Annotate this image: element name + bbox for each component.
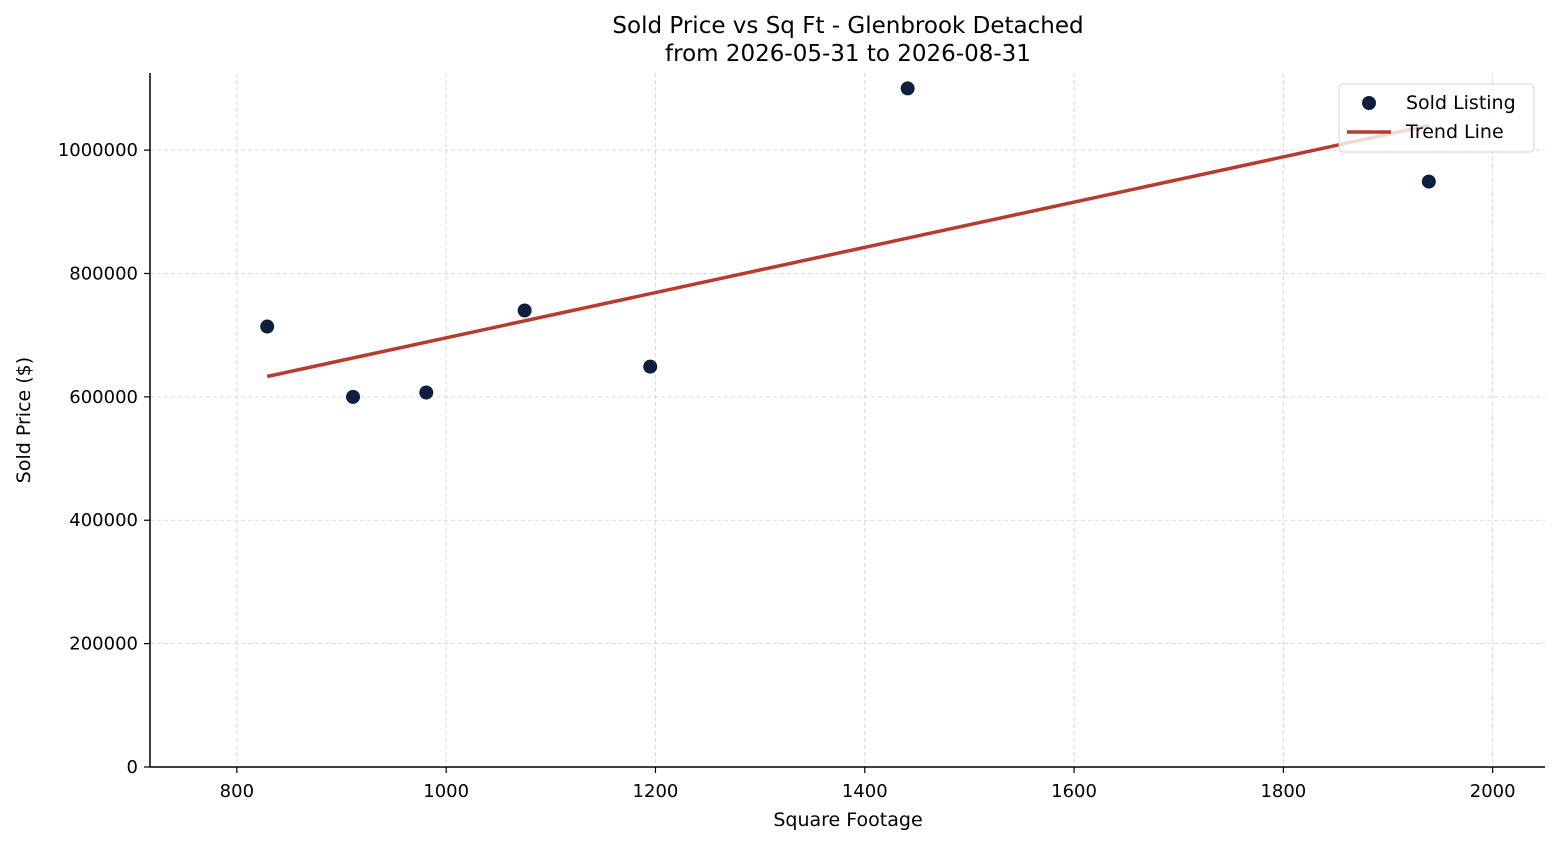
- data-point-7: [1421, 174, 1436, 189]
- y-axis-label: Sold Price ($): [13, 357, 35, 483]
- x-tick-label-1800: 1800: [1260, 781, 1306, 802]
- x-tick-label-1000: 1000: [423, 781, 469, 802]
- x-tick-label-2000: 2000: [1470, 781, 1516, 802]
- x-axis-ticks: 800 1000 1200 1400 1600 1800 2000: [220, 767, 1516, 802]
- sold-listing-series: [260, 81, 1436, 404]
- legend: Sold Listing Trend Line: [1338, 83, 1535, 153]
- y-axis-ticks: 0 200000 400000 600000 800000 1000000: [58, 140, 150, 778]
- data-point-3: [419, 385, 434, 400]
- data-point-4: [517, 303, 532, 318]
- x-axis-label: Square Footage: [773, 809, 922, 831]
- x-tick-label-1400: 1400: [842, 781, 888, 802]
- y-tick-label-400000: 400000: [69, 510, 138, 531]
- data-point-1: [260, 319, 275, 334]
- y-tick-label-200000: 200000: [69, 634, 138, 655]
- x-tick-label-1200: 1200: [633, 781, 679, 802]
- legend-marker-sold-listing: [1362, 96, 1376, 110]
- legend-label-sold-listing: Sold Listing: [1406, 92, 1516, 114]
- y-tick-label-0: 0: [127, 757, 138, 778]
- y-tick-label-600000: 600000: [69, 387, 138, 408]
- data-point-5: [643, 359, 658, 374]
- x-tick-label-1600: 1600: [1051, 781, 1097, 802]
- legend-label-trend-line: Trend Line: [1405, 121, 1504, 143]
- grid-lines: [150, 73, 1545, 767]
- y-tick-label-1000000: 1000000: [58, 140, 138, 161]
- legend-box: [1338, 83, 1535, 153]
- chart-title-line-2: from 2026-05-31 to 2026-08-31: [665, 41, 1031, 67]
- data-point-2: [346, 389, 361, 404]
- trend-line-series: [266, 123, 1430, 379]
- chart-title-line-1: Sold Price vs Sq Ft - Glenbrook Detached: [612, 13, 1083, 39]
- x-tick-label-800: 800: [220, 781, 254, 802]
- trend-line: [266, 123, 1430, 379]
- y-tick-label-800000: 800000: [69, 263, 138, 284]
- data-point-6: [900, 81, 915, 96]
